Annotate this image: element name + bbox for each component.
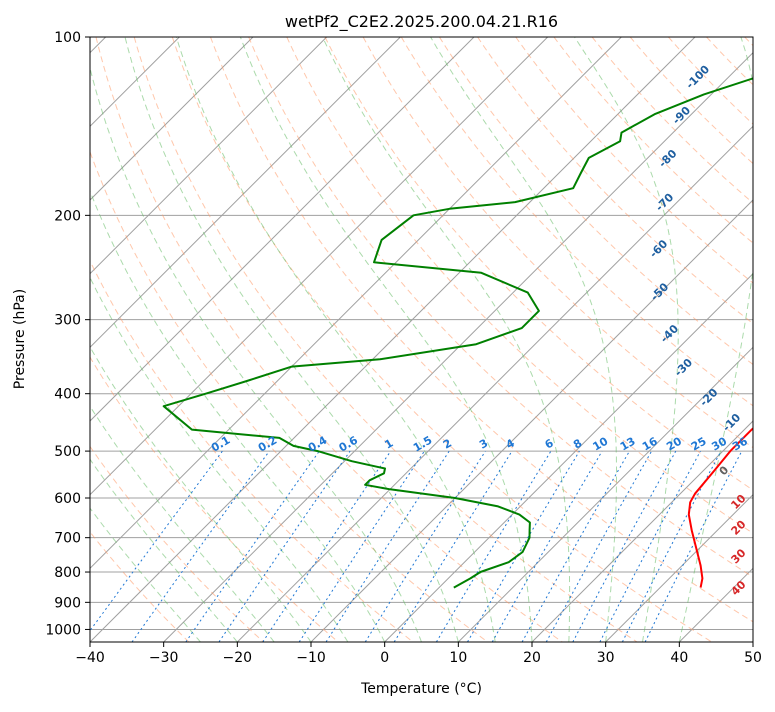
y-tick-label: 600 xyxy=(54,491,81,507)
y-axis-title: Pressure (hPa) xyxy=(12,289,28,389)
x-tick-label: −30 xyxy=(149,650,179,666)
x-axis-title: Temperature (°C) xyxy=(360,681,482,697)
x-tick-label: 40 xyxy=(670,650,688,666)
chart-title: wetPf2_C2E2.2025.200.04.21.R16 xyxy=(285,12,558,32)
x-tick-label: 20 xyxy=(523,650,541,666)
x-tick-label: −20 xyxy=(223,650,253,666)
x-tick-label: 30 xyxy=(597,650,615,666)
y-tick-label: 1000 xyxy=(45,622,81,638)
y-tick-label: 500 xyxy=(54,444,81,460)
y-tick-label: 300 xyxy=(54,313,81,329)
x-tick-label: 50 xyxy=(744,650,762,666)
y-tick-label: 700 xyxy=(54,531,81,547)
y-tick-label: 400 xyxy=(54,387,81,403)
y-tick-label: 800 xyxy=(54,565,81,581)
y-tick-label: 100 xyxy=(54,30,81,46)
x-tick-label: 0 xyxy=(380,650,389,666)
y-tick-label: 200 xyxy=(54,208,81,224)
x-tick-label: 10 xyxy=(449,650,467,666)
y-tick-label: 900 xyxy=(54,595,81,611)
x-tick-label: −40 xyxy=(75,650,105,666)
x-tick-label: −10 xyxy=(296,650,326,666)
